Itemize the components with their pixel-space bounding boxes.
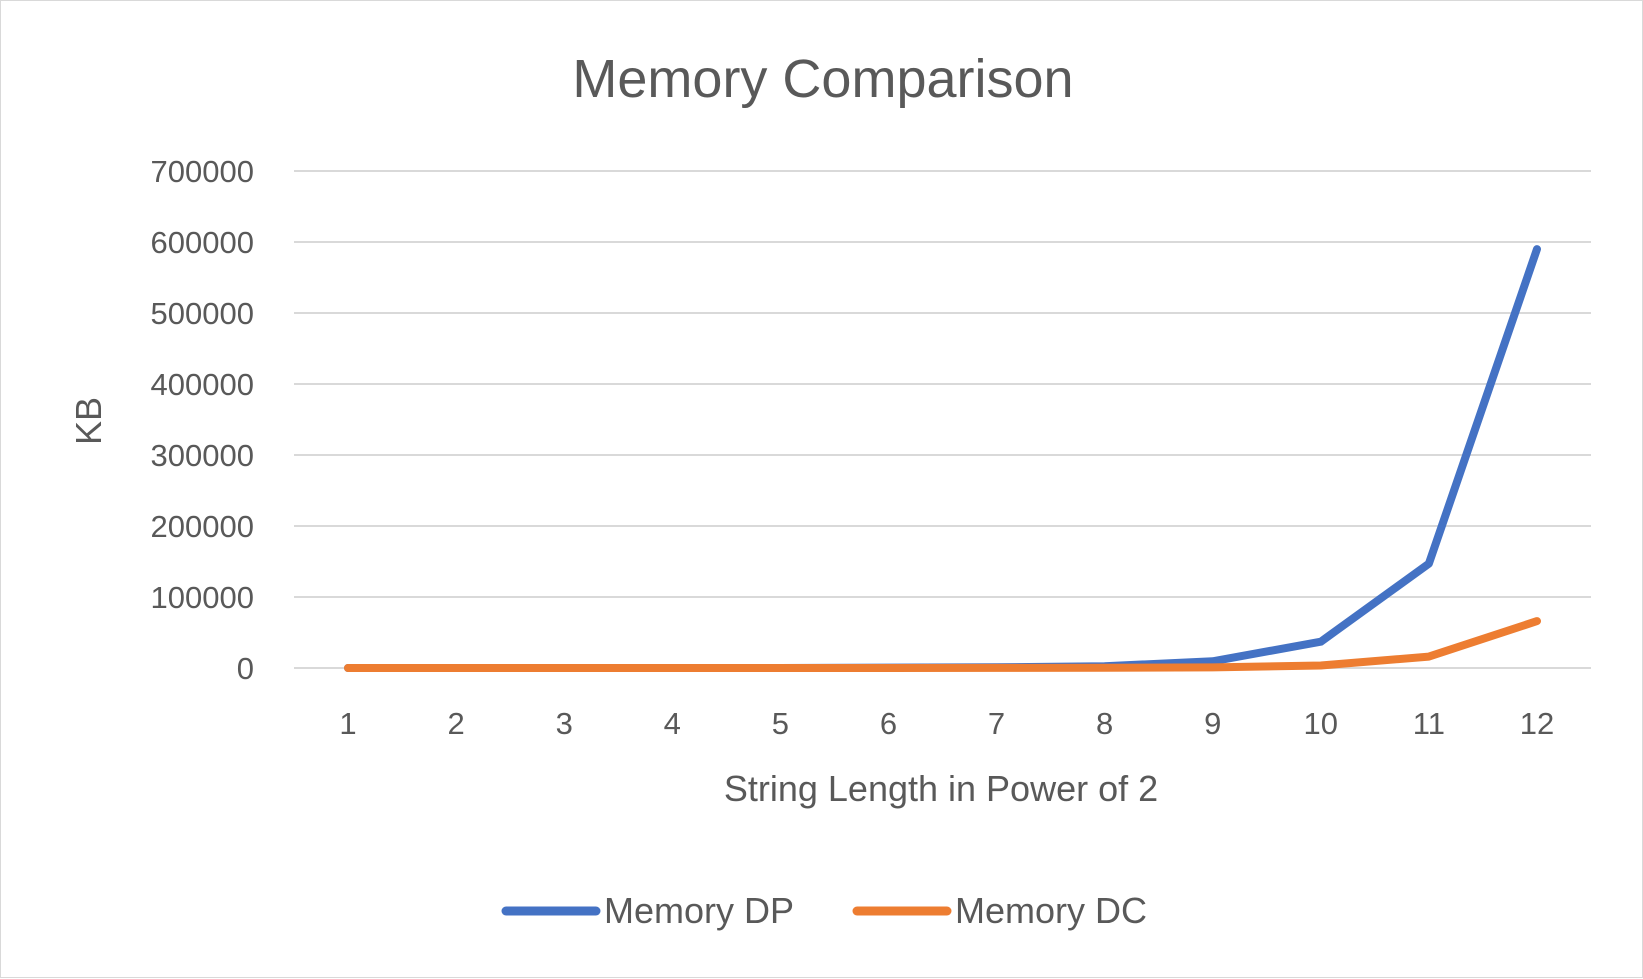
x-tick-label: 2 [448, 706, 465, 741]
y-tick-label: 300000 [151, 438, 254, 473]
series-line-memory-dc [348, 621, 1537, 668]
series-lines [348, 249, 1537, 668]
x-tick-label: 4 [664, 706, 681, 741]
x-axis-label: String Length in Power of 2 [724, 768, 1158, 809]
y-axis-label: KB [68, 397, 109, 445]
chart-title: Memory Comparison [572, 49, 1073, 109]
x-tick-label: 9 [1204, 706, 1221, 741]
x-tick-label: 5 [772, 706, 789, 741]
legend-label-memory-dp: Memory DP [604, 890, 794, 931]
x-tick-label: 12 [1520, 706, 1554, 741]
y-tick-label: 500000 [151, 296, 254, 331]
y-tick-label: 0 [237, 651, 254, 686]
legend: Memory DP Memory DC [506, 890, 1147, 931]
y-tick-label: 100000 [151, 580, 254, 615]
x-tick-label: 10 [1304, 706, 1338, 741]
y-tick-label: 200000 [151, 509, 254, 544]
x-tick-label: 6 [880, 706, 897, 741]
gridlines [294, 171, 1591, 668]
y-axis-ticks: 0 100000 200000 300000 400000 500000 600000 700… [151, 154, 254, 686]
series-line-memory-dp [348, 249, 1537, 668]
y-tick-label: 700000 [151, 154, 254, 189]
y-tick-label: 600000 [151, 225, 254, 260]
legend-label-memory-dc: Memory DC [955, 890, 1147, 931]
x-tick-label: 3 [556, 706, 573, 741]
x-tick-label: 8 [1096, 706, 1113, 741]
x-tick-label: 11 [1413, 706, 1445, 741]
x-tick-label: 1 [339, 706, 356, 741]
y-tick-label: 400000 [151, 367, 254, 402]
x-tick-label: 7 [988, 706, 1005, 741]
